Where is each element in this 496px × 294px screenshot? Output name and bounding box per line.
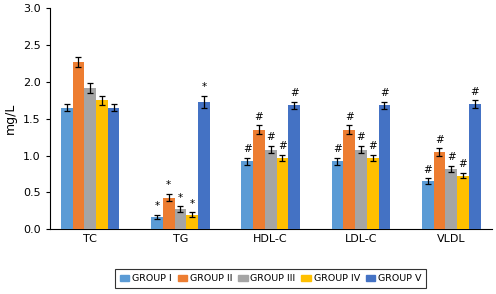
Text: *: * — [201, 82, 206, 92]
Bar — [72, 62, 84, 229]
Bar — [445, 169, 457, 229]
Text: #: # — [345, 112, 354, 122]
Y-axis label: mg/L: mg/L — [4, 103, 17, 134]
Text: #: # — [243, 144, 251, 154]
Bar — [355, 150, 367, 229]
Bar — [163, 198, 175, 229]
Bar — [108, 108, 120, 229]
Text: #: # — [424, 165, 432, 175]
Text: #: # — [290, 88, 299, 98]
Bar — [343, 130, 355, 229]
Text: #: # — [435, 135, 444, 145]
Text: #: # — [447, 152, 456, 162]
Bar — [469, 104, 481, 229]
Bar — [288, 106, 300, 229]
Text: #: # — [357, 132, 366, 142]
Bar — [198, 102, 210, 229]
Bar — [175, 209, 186, 229]
Bar — [186, 215, 198, 229]
Legend: GROUP I, GROUP II, GROUP III, GROUP IV, GROUP V: GROUP I, GROUP II, GROUP III, GROUP IV, … — [115, 269, 426, 288]
Text: #: # — [470, 87, 479, 97]
Bar — [277, 158, 288, 229]
Text: *: * — [189, 199, 195, 209]
Bar — [457, 176, 469, 229]
Bar — [378, 106, 390, 229]
Text: #: # — [380, 88, 389, 98]
Text: #: # — [254, 112, 263, 122]
Bar — [332, 161, 343, 229]
Bar — [367, 158, 378, 229]
Text: *: * — [178, 193, 183, 203]
Bar — [61, 108, 72, 229]
Bar — [151, 217, 163, 229]
Bar — [265, 150, 277, 229]
Text: *: * — [166, 180, 171, 190]
Text: #: # — [278, 141, 287, 151]
Text: #: # — [333, 144, 342, 154]
Text: #: # — [266, 132, 275, 142]
Text: #: # — [369, 141, 377, 151]
Bar — [434, 152, 445, 229]
Bar — [253, 130, 265, 229]
Bar — [242, 161, 253, 229]
Bar — [96, 100, 108, 229]
Text: #: # — [459, 159, 467, 169]
Bar — [84, 88, 96, 229]
Bar — [422, 181, 434, 229]
Text: *: * — [154, 201, 160, 211]
